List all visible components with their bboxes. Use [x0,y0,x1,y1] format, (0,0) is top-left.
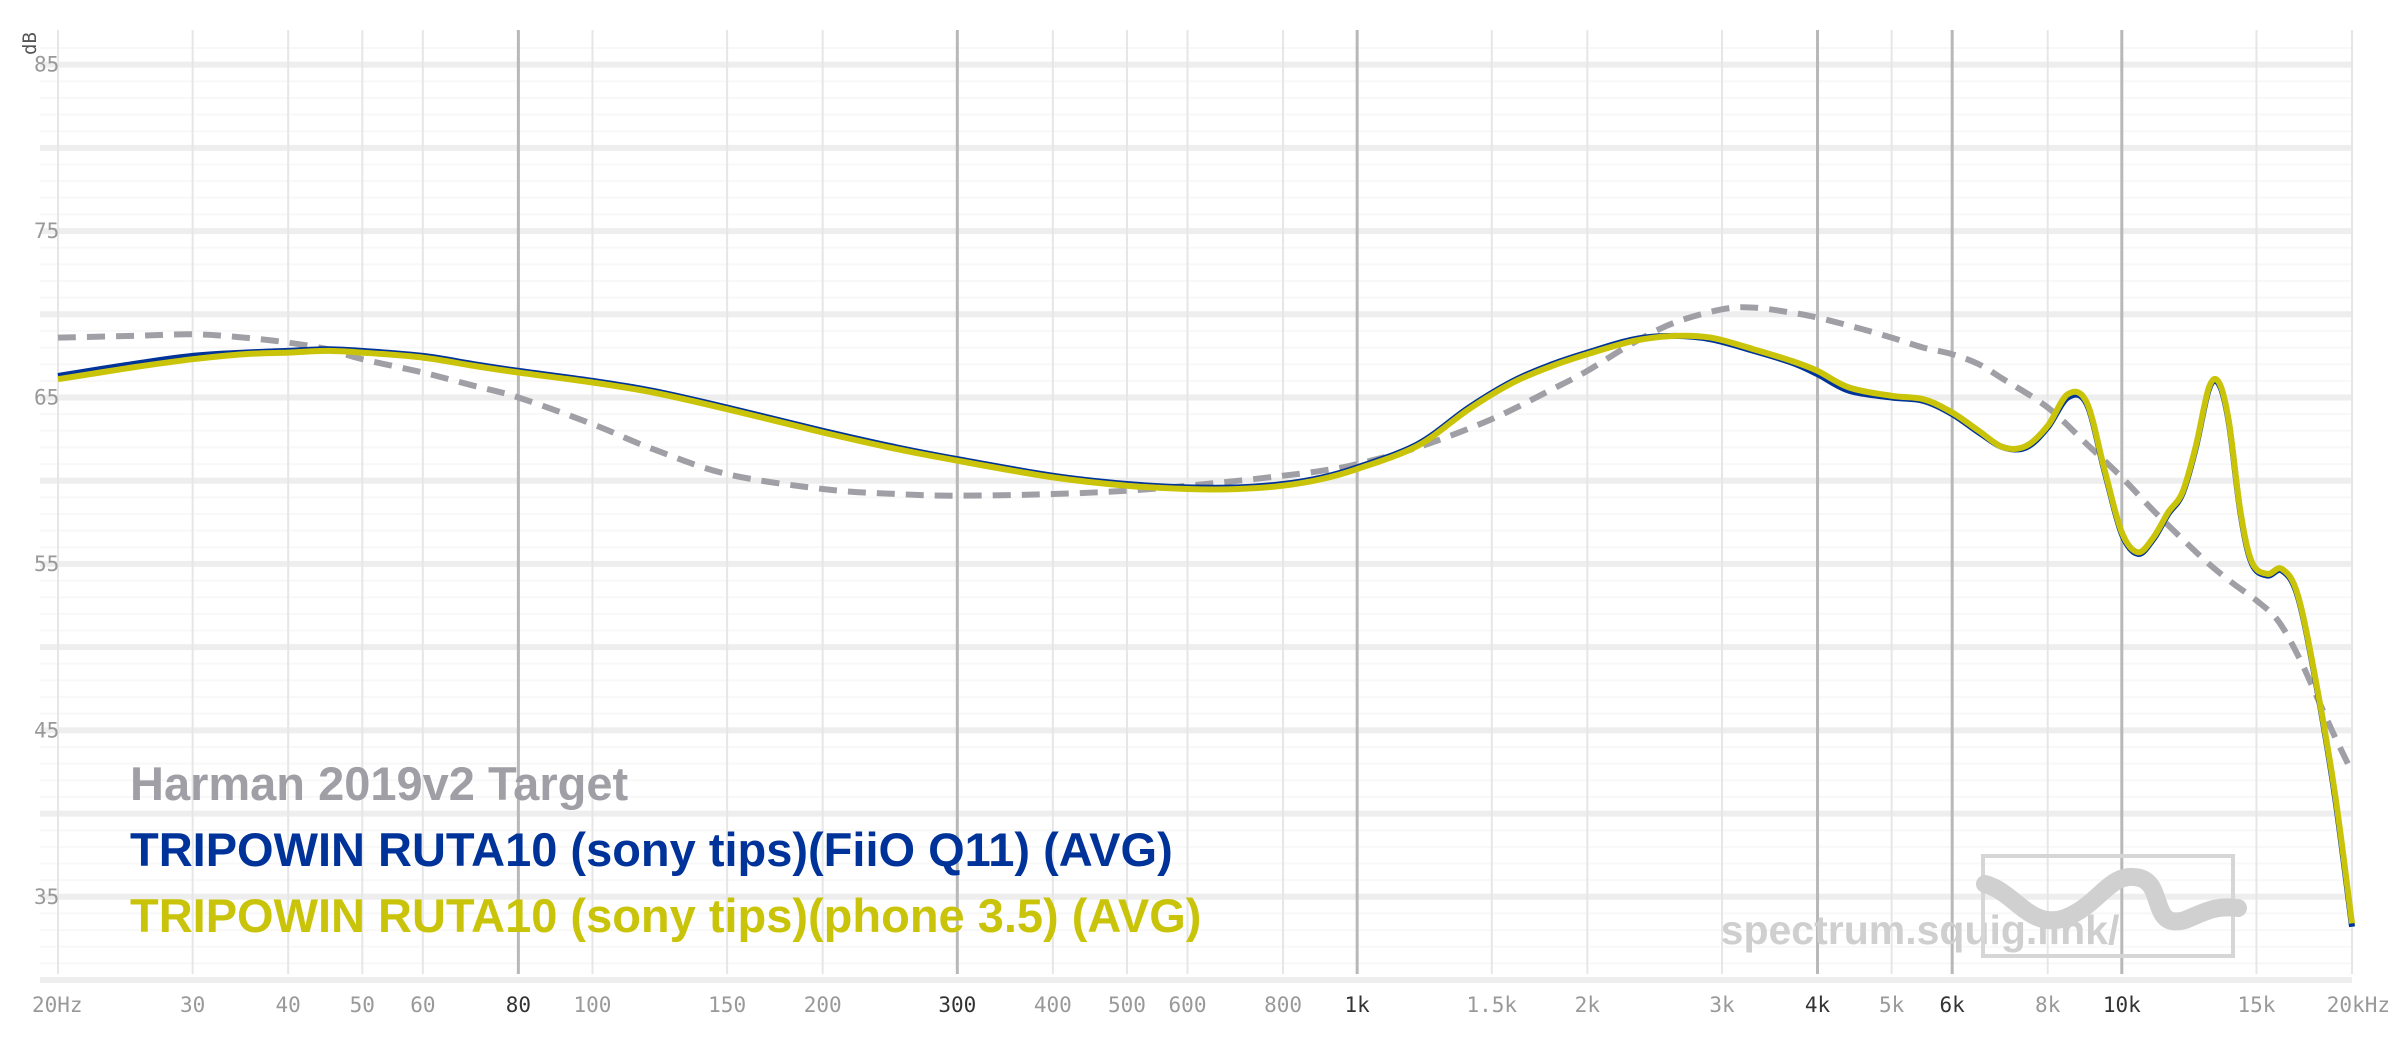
y-tick-label: 35 [34,885,59,909]
x-tick-label: 5k [1879,993,1905,1017]
x-tick-label: 200 [804,993,842,1017]
curves [57,304,2355,928]
x-tick-label: 20kHz [2327,993,2390,1017]
x-tick-label: 2k [1575,993,1601,1017]
x-tick-labels: 20Hz 30 40 50 60 80 100 150 200 300 400 500 600 800 1k… [32,993,2390,1017]
x-tick-label: 3k [1709,993,1735,1017]
x-tick-label: 1.5k [1467,993,1518,1017]
x-tick-label: 100 [574,993,612,1017]
legend-target: Harman 2019v2 Target [130,757,628,810]
y-tick-label: 55 [34,552,59,576]
x-tick-label: 30 [180,993,205,1017]
x-tick-label: 600 [1169,993,1207,1017]
x-tick-label: 4k [1805,993,1831,1017]
x-tick-label: 50 [350,993,375,1017]
x-grid [57,30,2353,974]
x-tick-label: 800 [1264,993,1302,1017]
y-grid [40,47,2352,983]
legend-phone: TRIPOWIN RUTA10 (sony tips)(phone 3.5) (… [130,889,1201,942]
x-tick-label: 500 [1108,993,1146,1017]
x-tick-label: 20Hz [32,993,83,1017]
x-tick-label: 1k [1344,993,1370,1017]
x-tick-label: 80 [506,993,531,1017]
y-tick-label: 75 [34,219,59,243]
x-tick-label: 60 [410,993,435,1017]
legend-fiio-q11: TRIPOWIN RUTA10 (sony tips)(FiiO Q11) (A… [130,823,1173,876]
y-axis-label: dB [19,32,41,55]
x-tick-label: 300 [938,993,976,1017]
y-tick-label: 65 [34,386,59,410]
x-tick-label: 10k [2103,993,2141,1017]
watermark: spectrum.squig.link/ [1721,854,2247,958]
x-tick-label: 400 [1034,993,1072,1017]
x-tick-label: 6k [1940,993,1966,1017]
x-tick-label: 40 [276,993,301,1017]
x-tick-label: 150 [708,993,746,1017]
target-curve [57,304,2355,774]
squiglink-logo-icon [1976,854,2247,958]
legend: Harman 2019v2 Target TRIPOWIN RUTA10 (son… [130,757,1201,942]
x-tick-label: 8k [2035,993,2061,1017]
y-tick-label: 85 [34,53,59,77]
phone-curve [57,332,2355,924]
y-tick-label: 45 [34,718,59,742]
x-tick-label: 15k [2237,993,2275,1017]
y-tick-labels: 35 45 55 65 75 85 [34,53,59,909]
